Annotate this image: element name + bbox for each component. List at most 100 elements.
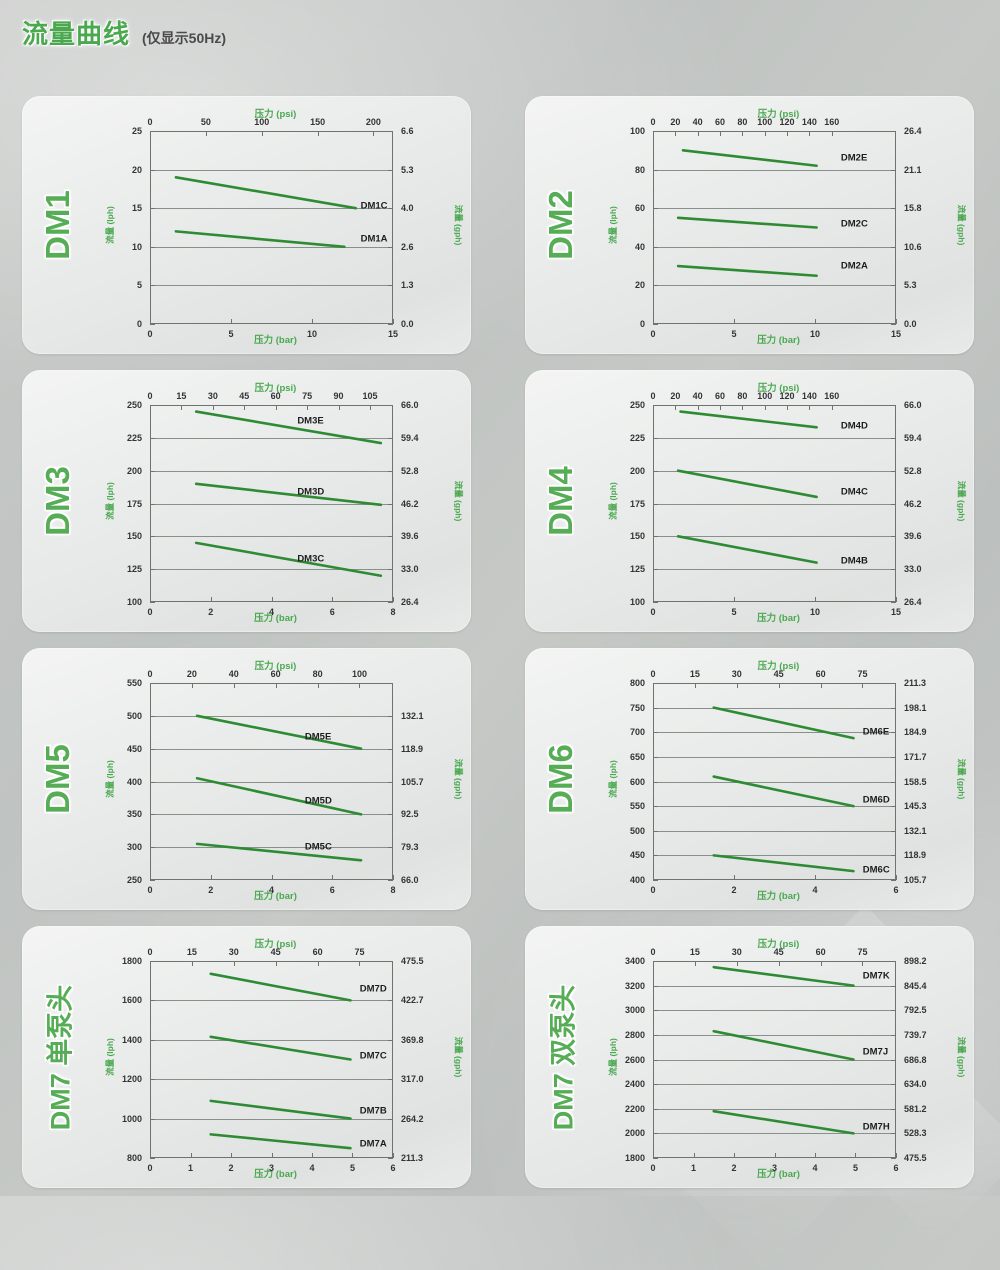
tick-left (150, 1039, 155, 1041)
tick-bottom (271, 875, 273, 880)
gridline (150, 470, 393, 472)
axis-title-left: 流量 (lph) (608, 206, 618, 244)
tick-label-right: 475.5 (401, 956, 424, 966)
tick-label-right: 184.9 (904, 727, 927, 738)
tick-label-bottom: 0 (147, 607, 153, 617)
tick-label-right: 105.7 (904, 875, 927, 885)
tick-right (388, 569, 393, 571)
gridline (150, 569, 393, 571)
axis-title-left: 流量 (lph) (608, 760, 618, 798)
tick-top (317, 131, 319, 136)
tick-label-left: 500 (126, 710, 142, 721)
tick-bottom (393, 597, 394, 602)
tick-label-bottom: 4 (309, 1163, 315, 1173)
gridline (150, 715, 393, 717)
tick-label-top: 100 (351, 669, 367, 679)
tick-label-bottom: 4 (812, 1163, 818, 1173)
tick-top (820, 683, 822, 688)
tick-label-right: 198.1 (904, 702, 927, 713)
plot-area: 0 15 30 45 60 75 0 1 2 3 4 5 6 1800 2000 2200 2400 2600 28… (625, 947, 927, 1173)
axis-title-top: 压力 (psi) (757, 661, 800, 672)
tick-label-right: 52.8 (401, 465, 419, 476)
gridline (653, 569, 896, 571)
series-label-dm1c: DM1C (360, 200, 388, 212)
gridline (150, 1118, 393, 1120)
tick-left (653, 1010, 658, 1012)
tick-bottom (190, 1153, 192, 1158)
tick-label-right: 52.8 (904, 465, 922, 476)
tick-label-bottom: 4 (812, 885, 818, 895)
series-label-dm4d: DM4D (840, 420, 868, 432)
series-label-dm6c: DM6C (862, 864, 890, 876)
series-label-dm6e: DM6E (862, 726, 890, 738)
tick-right (891, 1084, 896, 1086)
tick-label-left: 20 (131, 164, 142, 175)
tick-label-bottom: 0 (650, 885, 656, 895)
plot-area: 0 20 40 60 80 100 0 2 4 6 8 250 300 350 400 450 500 550 66… (127, 669, 424, 895)
series-line-dm3e (196, 412, 381, 444)
series-lines (653, 405, 896, 602)
tick-bottom (150, 597, 151, 602)
chart-key-text: DM4 (542, 466, 579, 536)
series-lines (653, 683, 896, 880)
tick-label-bottom: 3 (268, 1163, 275, 1173)
tick-label-top: 45 (773, 947, 784, 957)
series-label-dm5d: DM5D (304, 795, 332, 807)
tick-right (891, 830, 896, 832)
tick-label-left: 800 (629, 678, 645, 688)
gridline (653, 1133, 896, 1135)
tick-label-top: 75 (354, 947, 365, 957)
series-line-dm4c (678, 471, 817, 497)
tick-top (694, 683, 696, 688)
tick-label-top: 0 (147, 947, 153, 957)
series-lines (653, 131, 896, 324)
tick-label-left: 150 (126, 531, 142, 542)
tick-bottom (150, 875, 151, 880)
tick-label-left: 650 (629, 751, 645, 762)
tick-label-top: 0 (147, 391, 153, 401)
tick-bottom (210, 875, 212, 880)
tick-label-right: 5.3 (904, 280, 917, 291)
tick-right (388, 1039, 393, 1041)
tick-label-left: 2400 (624, 1079, 645, 1090)
tick-right (891, 569, 896, 571)
chart-card-dm1: DM1 压力 (psi) 压力 (bar) 流量 (lph) 流量 (gph) 0 50 10… (22, 96, 471, 354)
chart-key-text: DM5 (39, 744, 76, 814)
tick-label-right: 66.0 (401, 400, 419, 410)
tick-right (388, 1118, 393, 1120)
series-label-dm2a: DM2A (840, 260, 868, 272)
tick-label-bottom: 15 (890, 607, 902, 617)
tick-right (891, 880, 896, 881)
tick-label-right: 211.3 (904, 678, 927, 688)
tick-top (831, 405, 833, 410)
tick-label-top: 60 (270, 391, 281, 401)
tick-label-top: 100 (254, 117, 270, 127)
gridline (150, 536, 393, 538)
tick-top (862, 683, 864, 688)
tick-left (653, 985, 658, 987)
tick-right (388, 715, 393, 717)
chart-key-text: DM7 双泵头 (548, 984, 579, 1130)
tick-left (150, 324, 155, 325)
tick-left (653, 536, 658, 538)
tick-bottom (896, 1153, 897, 1158)
tick-label-left: 0 (639, 319, 645, 329)
chart-key-label: DM6 (533, 648, 589, 910)
gridline (653, 1108, 896, 1110)
tick-left (653, 169, 658, 171)
tick-label-left: 40 (634, 241, 645, 252)
series-line-dm7k (714, 967, 854, 985)
tick-label-left: 0 (136, 319, 142, 329)
tick-label-top: 140 (801, 391, 817, 401)
tick-top (369, 405, 371, 410)
series-line-dm7c (211, 1037, 351, 1060)
tick-label-left: 1200 (121, 1074, 142, 1085)
series-label-dm7b: DM7B (359, 1105, 387, 1117)
gridline (653, 732, 896, 734)
tick-right (388, 961, 393, 962)
chart-card-dm3: DM3 压力 (psi) 压力 (bar) 流量 (lph) 流量 (gph) 0 15 30… (22, 370, 471, 632)
tick-top (831, 131, 833, 136)
chart-row: DM1 压力 (psi) 压力 (bar) 流量 (lph) 流量 (gph) 0 50 10… (0, 96, 1000, 354)
tick-bottom (653, 875, 654, 880)
tick-label-right: 132.1 (401, 710, 424, 721)
